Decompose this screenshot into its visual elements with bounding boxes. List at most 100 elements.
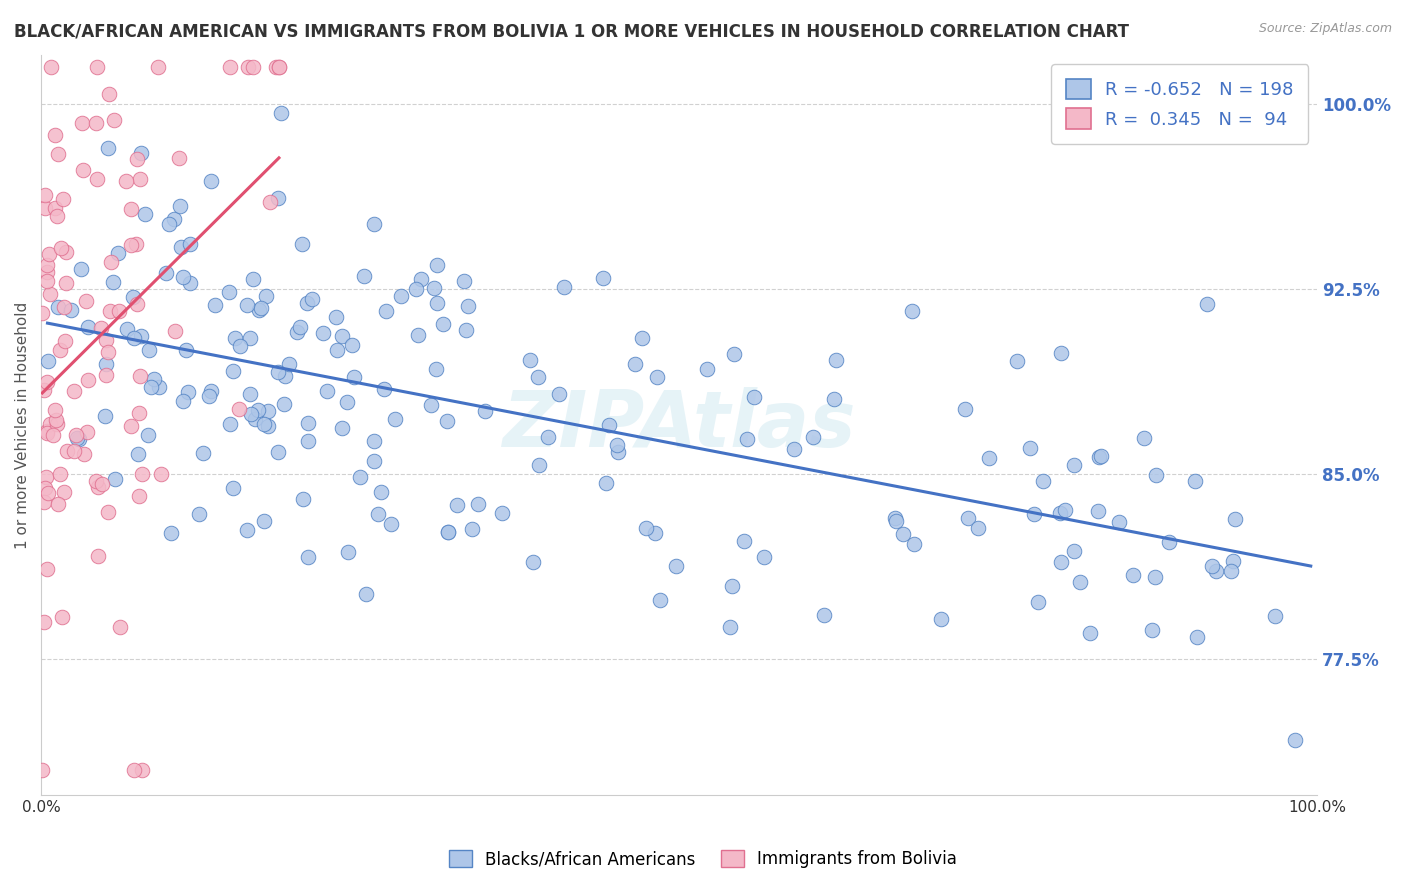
Point [191, 270, 214, 285]
Point [801, 492, 824, 507]
Point [1220, 735, 1243, 749]
Point [363, 552, 385, 566]
Point [239, 235, 262, 250]
Point [325, 327, 347, 342]
Point [49, 467, 72, 481]
Point [1140, 431, 1163, 445]
Point [522, 369, 544, 384]
Point [115, 174, 138, 188]
Point [409, 340, 432, 354]
Point [49, 343, 72, 358]
Point [46, 146, 69, 161]
Point [1032, 636, 1054, 650]
Point [1146, 763, 1168, 777]
Point [446, 340, 468, 354]
Point [1087, 548, 1109, 562]
Point [63, 384, 86, 399]
Point [51, 610, 73, 624]
Point [929, 502, 952, 516]
Y-axis label: 1 or more Vehicles in Household: 1 or more Vehicles in Household [15, 301, 30, 549]
Point [252, 424, 274, 438]
Point [129, 368, 152, 383]
Point [200, 234, 222, 248]
Point [222, 395, 245, 409]
Point [955, 556, 977, 570]
Point [55, 276, 77, 290]
Point [326, 274, 349, 288]
Point [423, 400, 446, 414]
Point [467, 474, 489, 488]
Point [75, 293, 97, 308]
Point [1024, 488, 1046, 502]
Point [1005, 586, 1028, 600]
Point [301, 464, 323, 478]
Point [235, 326, 257, 341]
Point [46, 417, 69, 432]
Point [288, 473, 311, 487]
Point [86, 549, 108, 563]
Point [103, 355, 125, 369]
Point [121, 152, 143, 166]
Point [1195, 438, 1218, 452]
Point [31, 306, 53, 320]
Point [453, 209, 475, 223]
Point [167, 151, 190, 165]
Point [1087, 511, 1109, 525]
Point [1069, 623, 1091, 637]
Point [160, 392, 183, 406]
Point [127, 351, 149, 366]
Point [37, 424, 59, 438]
Point [1187, 548, 1209, 562]
Point [131, 763, 153, 777]
Point [139, 168, 162, 182]
Point [94, 469, 117, 483]
Point [389, 351, 412, 366]
Point [664, 542, 686, 557]
Point [120, 419, 142, 434]
Point [242, 61, 264, 75]
Point [138, 301, 160, 315]
Point [246, 310, 269, 325]
Point [46, 210, 69, 224]
Point [257, 548, 280, 562]
Point [224, 310, 246, 325]
Point [436, 419, 458, 434]
Point [426, 216, 449, 230]
Point [650, 413, 672, 427]
Point [735, 344, 758, 359]
Point [1205, 694, 1227, 708]
Point [163, 454, 186, 468]
Point [34, 188, 56, 202]
Point [49, 241, 72, 255]
Point [1054, 677, 1077, 691]
Point [291, 530, 314, 544]
Point [35, 425, 58, 440]
Point [238, 61, 260, 75]
Point [696, 330, 718, 344]
Point [197, 143, 219, 157]
Point [297, 195, 319, 210]
Point [65, 428, 87, 442]
Point [129, 171, 152, 186]
Point [219, 449, 242, 463]
Point [1049, 570, 1071, 584]
Point [39, 286, 62, 301]
Point [1090, 453, 1112, 467]
Point [1184, 455, 1206, 469]
Point [70, 116, 93, 130]
Point [295, 439, 318, 453]
Point [903, 428, 925, 442]
Point [606, 541, 628, 555]
Point [86, 61, 108, 75]
Point [44, 403, 66, 417]
Point [170, 83, 193, 97]
Text: BLACK/AFRICAN AMERICAN VS IMMIGRANTS FROM BOLIVIA 1 OR MORE VEHICLES IN HOUSEHOL: BLACK/AFRICAN AMERICAN VS IMMIGRANTS FRO… [14, 22, 1129, 40]
Point [172, 238, 194, 252]
Point [270, 405, 292, 419]
Point [330, 497, 353, 511]
Point [967, 611, 990, 625]
Point [1284, 524, 1306, 539]
Point [84, 116, 107, 130]
Point [218, 334, 240, 349]
Point [354, 507, 377, 521]
